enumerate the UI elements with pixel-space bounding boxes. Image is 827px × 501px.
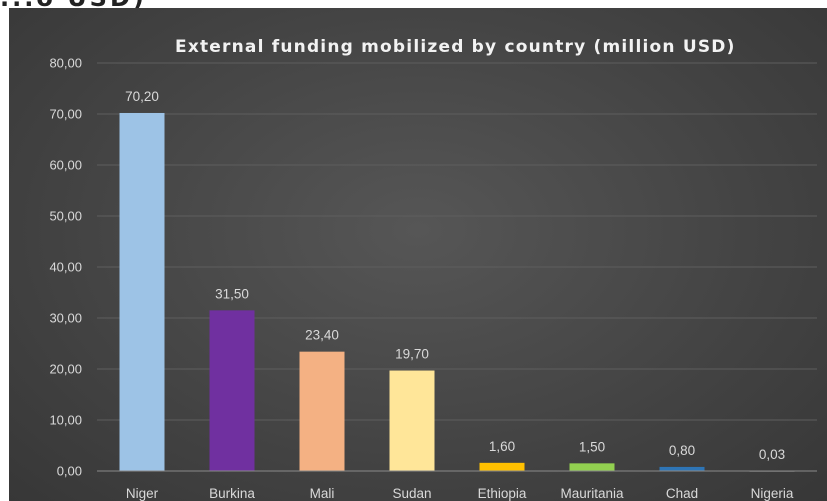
data-label: 19,70	[395, 347, 429, 362]
category-label: Sudan	[392, 486, 431, 501]
data-label: 0,03	[759, 447, 785, 462]
data-label: 1,60	[489, 439, 515, 454]
y-axis-ticks: 0,00 10,00 20,00 30,00 40,00 50,00 60,00 70,00 8…	[49, 56, 82, 479]
category-label: Niger	[126, 486, 159, 501]
bars	[119, 112, 795, 472]
bar-burkina	[209, 310, 255, 471]
y-tick-label: 0,00	[57, 464, 82, 479]
category-label: Chad	[666, 486, 698, 501]
data-label: 0,80	[669, 443, 695, 458]
bar-ethiopia	[479, 462, 525, 471]
data-label: 1,50	[579, 439, 605, 454]
category-label: Mauritania	[560, 486, 624, 501]
bar-mauritania	[569, 463, 615, 471]
gridlines	[97, 62, 817, 421]
data-label: 70,20	[125, 89, 159, 104]
y-tick-label: 20,00	[49, 362, 82, 377]
bar-chad	[659, 466, 705, 471]
data-labels: 70,20 31,50 23,40 19,70 1,60 1,50 0,80 0,03	[125, 89, 785, 462]
y-tick-label: 40,00	[49, 260, 82, 275]
y-tick-label: 10,00	[49, 413, 82, 428]
bar-mali	[299, 351, 345, 471]
category-labels: Niger Burkina Mali Sudan Ethiopia Mauritania C…	[126, 486, 794, 501]
y-tick-label: 60,00	[49, 158, 82, 173]
bar-niger	[119, 112, 165, 471]
category-label: Mali	[310, 486, 335, 501]
category-label: Nigeria	[751, 486, 794, 501]
chart-title: External funding mobilized by country (m…	[175, 37, 736, 57]
data-label: 31,50	[215, 286, 249, 301]
bar-sudan	[389, 370, 435, 471]
data-label: 23,40	[305, 328, 339, 343]
category-label: Burkina	[209, 486, 255, 501]
y-tick-label: 50,00	[49, 209, 82, 224]
y-tick-label: 30,00	[49, 311, 82, 326]
category-label: Ethiopia	[478, 486, 527, 501]
y-tick-label: 80,00	[49, 56, 82, 71]
y-tick-label: 70,00	[49, 107, 82, 122]
